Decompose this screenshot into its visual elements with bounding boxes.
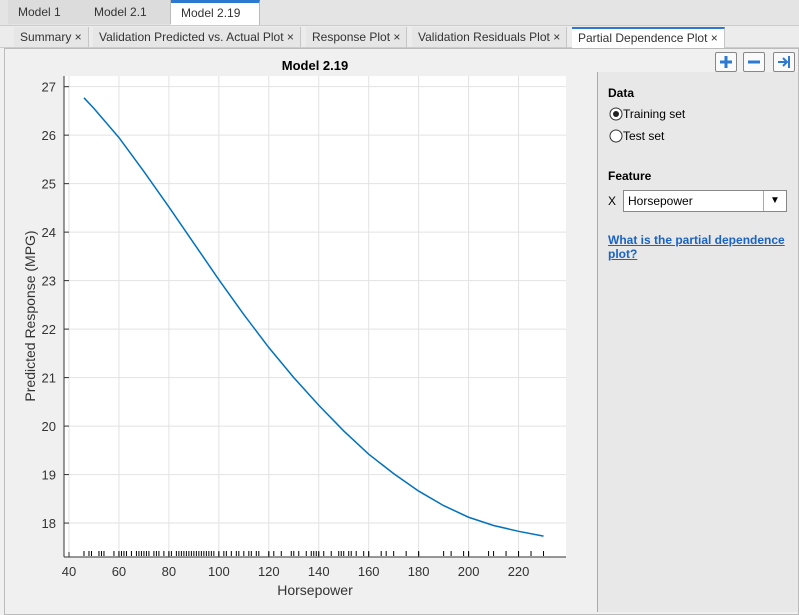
x-tick-label: 220 — [508, 564, 530, 579]
model-tab[interactable]: Model 1 — [8, 0, 93, 24]
x-tick-label: 60 — [112, 564, 126, 579]
x-tick-label: 200 — [458, 564, 480, 579]
x-tick-label: 140 — [308, 564, 330, 579]
radio-option[interactable]: Training set — [609, 107, 685, 121]
data-heading: Data — [608, 86, 635, 100]
y-tick-label: 19 — [42, 468, 56, 483]
y-tick-label: 23 — [42, 274, 56, 289]
y-axis-label: Predicted Response (MPG) — [22, 230, 38, 401]
y-tick-label: 20 — [42, 419, 56, 434]
zoom-in-button[interactable] — [715, 52, 737, 72]
series-line — [83, 97, 544, 537]
plot-tab[interactable]: Partial Dependence Plot × — [572, 27, 725, 48]
radio-option[interactable]: Test set — [609, 129, 664, 143]
y-tick-label: 21 — [42, 371, 56, 386]
y-tick-label: 26 — [42, 128, 56, 143]
tab-label: Partial Dependence Plot — [578, 31, 708, 45]
x-tick-label: 100 — [208, 564, 230, 579]
zoom-out-button[interactable] — [743, 52, 765, 72]
radio-label: Training set — [623, 107, 686, 121]
feature-heading: Feature — [608, 169, 652, 183]
y-tick-label: 25 — [42, 177, 56, 192]
chart: Model 2.19 Horsepower Predicted Response… — [22, 58, 566, 598]
x-tick-label: 40 — [62, 564, 76, 579]
plot-tab[interactable]: Response Plot × — [306, 27, 408, 47]
x-axis-label: Horsepower — [277, 582, 353, 598]
x-tick-label: 160 — [358, 564, 380, 579]
feature-dropdown[interactable]: Horsepower ▼ — [623, 190, 787, 212]
export-button[interactable] — [773, 52, 795, 72]
side-panel — [597, 72, 798, 612]
plot-tab[interactable]: Validation Residuals Plot × — [412, 27, 568, 47]
y-tick-label: 24 — [42, 225, 56, 240]
plot-tab[interactable]: Summary × — [14, 27, 89, 47]
model-tab[interactable]: Model 2.1 — [84, 0, 171, 24]
model-tab[interactable]: Model 2.19 — [171, 0, 260, 25]
y-tick-label: 22 — [42, 322, 56, 337]
feature-axis: X — [608, 194, 617, 208]
tab-label: Validation Residuals Plot — [418, 30, 550, 44]
x-tick-label: 180 — [408, 564, 430, 579]
dropdown-value: Horsepower — [628, 194, 693, 208]
y-tick-label: 18 — [42, 516, 56, 531]
plot-area — [64, 76, 566, 557]
radio-label: Test set — [623, 129, 665, 143]
chart-title: Model 2.19 — [282, 58, 348, 73]
x-tick-label: 80 — [162, 564, 176, 579]
tab-label: Validation Predicted vs. Actual Plot — [99, 30, 284, 44]
y-tick-label: 27 — [42, 80, 56, 95]
plot-tab[interactable]: Validation Predicted vs. Actual Plot × — [93, 27, 301, 47]
x-tick-label: 120 — [258, 564, 280, 579]
tab-label: Response Plot — [312, 30, 391, 44]
tab-label: Summary — [20, 30, 72, 44]
help-link[interactable]: What is the partial dependence plot? — [608, 233, 785, 261]
